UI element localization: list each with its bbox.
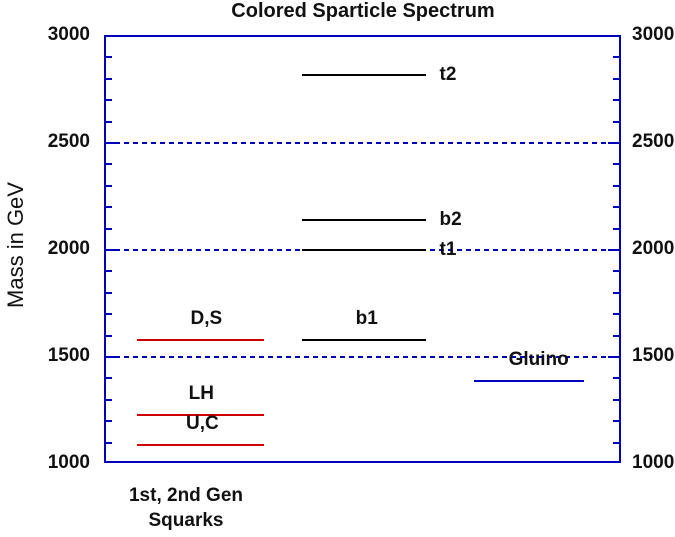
y-tick-left-2800 — [106, 77, 112, 80]
y-tick-label-left-1000: 1000 — [47, 452, 90, 473]
y-tick-label-right-3000: 3000 — [632, 24, 675, 45]
y-tick-left-2600 — [106, 120, 112, 123]
y-tick-left-1900 — [106, 270, 112, 273]
y-tick-left-1100 — [106, 441, 112, 444]
y-tick-label-right-1500: 1500 — [632, 345, 675, 366]
y-tick-right-1600 — [613, 334, 619, 337]
y-tick-left-1200 — [106, 420, 112, 423]
level-label-LH: LH — [188, 382, 215, 404]
y-tick-left-2400 — [106, 163, 112, 166]
y-tick-right-1700 — [613, 313, 619, 316]
y-tick-right-1500 — [608, 356, 619, 358]
y-tick-left-1400 — [106, 377, 112, 380]
level-line-b1 — [301, 338, 426, 341]
y-tick-right-2600 — [613, 120, 619, 123]
level-label-b2: b2 — [439, 209, 462, 231]
y-tick-right-2000 — [608, 249, 619, 251]
y-tick-right-2500 — [608, 142, 619, 144]
chart-title: Colored Sparticle Spectrum — [231, 0, 495, 22]
y-tick-left-2900 — [106, 56, 112, 59]
y-tick-right-2700 — [613, 99, 619, 102]
y-tick-left-2200 — [106, 206, 112, 209]
y-tick-right-2900 — [613, 56, 619, 59]
level-label-UC: U,C — [185, 412, 219, 434]
level-label-gluino: Gluino — [508, 348, 569, 370]
y-tick-right-1300 — [613, 398, 619, 401]
y-tick-label-left-3000: 3000 — [47, 24, 90, 45]
y-tick-left-2300 — [106, 184, 112, 187]
y-tick-label-left-1500: 1500 — [47, 345, 90, 366]
level-label-t2: t2 — [439, 63, 457, 85]
x-group-label-line2: Squarks — [148, 510, 224, 531]
y-tick-label-left-2500: 2500 — [47, 131, 90, 152]
x-group-label: 1st, 2nd Gen Squarks — [129, 483, 243, 533]
level-line-DS — [137, 338, 264, 341]
y-tick-right-2200 — [613, 206, 619, 209]
y-tick-label-left-2000: 2000 — [47, 238, 90, 259]
level-line-b2 — [301, 219, 426, 222]
level-line-UC — [137, 443, 264, 446]
y-tick-right-2100 — [613, 227, 619, 230]
y-tick-right-1200 — [613, 420, 619, 423]
y-tick-left-1700 — [106, 313, 112, 316]
y-tick-right-1100 — [613, 441, 619, 444]
y-tick-right-2300 — [613, 184, 619, 187]
level-line-t1 — [301, 249, 426, 251]
level-line-LH — [137, 413, 264, 416]
y-tick-right-1800 — [613, 291, 619, 294]
y-tick-left-2500 — [106, 142, 117, 144]
y-tick-right-2800 — [613, 77, 619, 80]
y-tick-left-2700 — [106, 99, 112, 102]
level-label-t1: t1 — [439, 239, 457, 260]
y-tick-right-2400 — [613, 163, 619, 166]
y-tick-left-2100 — [106, 227, 112, 230]
x-group-label-line1: 1st, 2nd Gen — [128, 485, 244, 506]
y-tick-label-right-2500: 2500 — [632, 131, 675, 152]
y-tick-left-1300 — [106, 398, 112, 401]
y-tick-left-1500 — [106, 356, 117, 358]
gridline-1500 — [106, 356, 619, 358]
y-tick-label-right-1000: 1000 — [632, 452, 675, 473]
plot-area: t2 b2 t1 b1 D,S Gluino LH U,C — [104, 35, 621, 463]
level-line-gluino — [473, 379, 584, 382]
y-tick-left-1800 — [106, 291, 112, 294]
level-label-DS: D,S — [190, 307, 223, 329]
gridline-2500 — [106, 142, 619, 144]
level-label-b1: b1 — [355, 307, 378, 329]
y-tick-right-1900 — [613, 270, 619, 273]
y-tick-label-right-2000: 2000 — [632, 238, 675, 259]
y-tick-left-1600 — [106, 334, 112, 337]
y-tick-left-2000 — [106, 249, 117, 251]
level-line-t2 — [301, 73, 426, 76]
y-tick-right-1400 — [613, 377, 619, 380]
